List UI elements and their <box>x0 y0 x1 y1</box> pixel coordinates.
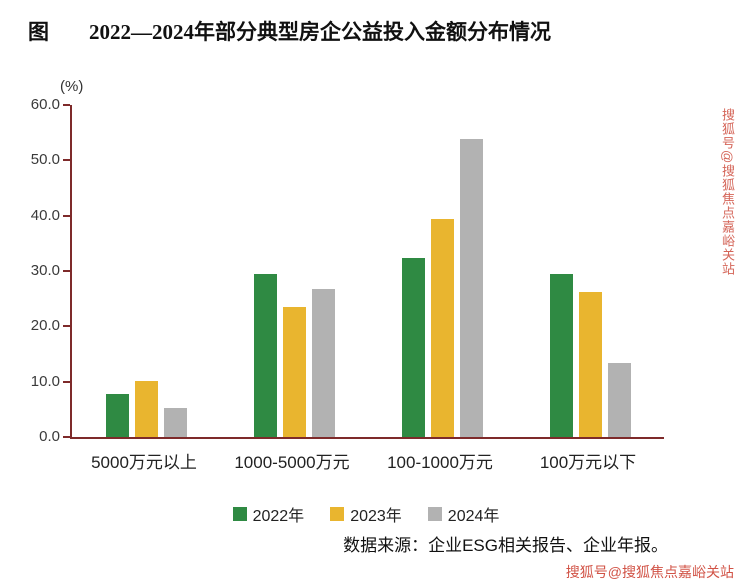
bar-2023年-100万元以下 <box>578 292 602 437</box>
y-tick-label: 20.0 <box>30 317 60 335</box>
legend-label: 2022年 <box>252 508 305 525</box>
y-tick-mark <box>63 214 70 217</box>
y-tick-mark <box>63 325 70 328</box>
x-category-label: 1000-5000万元 <box>234 453 350 472</box>
chart-title-row: 图 2022—2024年部分典型房企公益投入金额分布情况 <box>28 16 551 46</box>
y-tick-label: 60.0 <box>30 96 60 113</box>
y-axis-unit-label: (%) <box>60 78 84 95</box>
page-title: 2022—2024年部分典型房企公益投入金额分布情况 <box>89 20 551 44</box>
legend-item-2022年: 2022年 <box>232 502 305 526</box>
bar-2022年-100-1000万元 <box>401 258 425 437</box>
legend-swatch-icon <box>330 507 345 521</box>
bar-2022年-1000-5000万元 <box>253 273 277 437</box>
legend-swatch-icon <box>232 507 247 521</box>
legend-item-2023年: 2023年 <box>330 502 402 526</box>
y-tick-mark <box>63 270 70 272</box>
bar-2022年-100万元以下 <box>549 273 573 437</box>
legend-label: 2023年 <box>350 508 402 525</box>
bar-2024年-5000万元以上 <box>163 407 187 437</box>
bar-2023年-5000万元以上 <box>134 380 158 437</box>
bar-2024年-100万元以下 <box>607 363 631 437</box>
bar-group <box>72 105 220 437</box>
bar-2024年-100-1000万元 <box>459 139 483 437</box>
y-tick-mark <box>63 380 70 383</box>
x-category-label: 100万元以下 <box>539 453 637 472</box>
bar-2023年-100-1000万元 <box>430 219 454 437</box>
figure-label: 图 <box>28 20 49 44</box>
bar-2024年-1000-5000万元 <box>311 288 335 437</box>
watermark-bottom: 搜狐号@搜狐焦点嘉峪关站 <box>565 564 734 580</box>
bar-group <box>220 105 368 437</box>
legend-swatch-icon <box>427 507 442 521</box>
y-tick-label: 50.0 <box>30 151 60 169</box>
legend-label: 2024年 <box>447 508 500 525</box>
y-tick-label: 10.0 <box>30 372 60 390</box>
bar-group <box>368 105 516 437</box>
y-tick-label: 40.0 <box>30 206 60 224</box>
y-tick-mark <box>63 104 70 106</box>
watermark-vertical: 搜狐号@搜狐焦点嘉峪关站 <box>720 108 735 277</box>
x-category-label: 5000万元以上 <box>91 453 197 472</box>
x-category-label: 100-1000万元 <box>387 453 493 472</box>
y-tick-mark <box>63 159 70 162</box>
y-tick-label: 0.0 <box>39 428 60 445</box>
bar-chart-plot-area <box>70 105 664 439</box>
bar-2023年-1000-5000万元 <box>282 307 306 437</box>
legend-item-2024年: 2024年 <box>427 502 500 526</box>
y-tick-label: 30.0 <box>30 262 60 279</box>
chart-legend: 2022年 2023年 2024年 <box>70 502 662 526</box>
bar-group <box>516 105 664 437</box>
data-source-note: 数据来源：企业ESG相关报告、企业年报。 <box>343 536 668 555</box>
x-axis-category-labels: 5000万元以上 1000-5000万元 100-1000万元 100万元以下 <box>70 448 662 473</box>
bar-2022年-5000万元以上 <box>105 393 129 437</box>
y-tick-mark <box>63 436 70 438</box>
